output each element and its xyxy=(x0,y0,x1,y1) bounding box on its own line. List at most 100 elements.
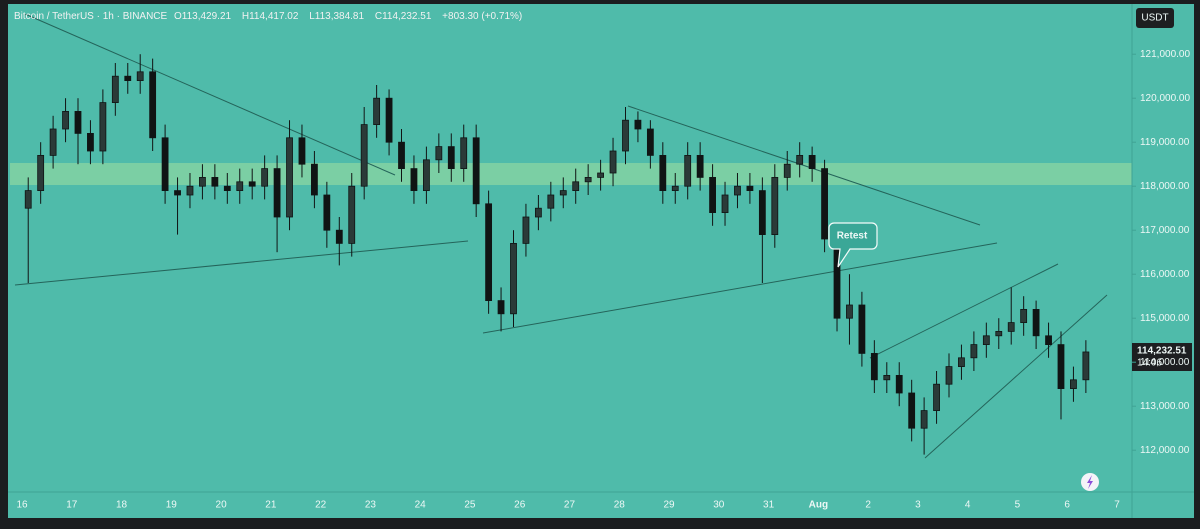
candle-body xyxy=(908,392,916,429)
candle-body xyxy=(360,124,368,187)
candle-body xyxy=(111,75,119,103)
x-tick-label: 17 xyxy=(66,500,78,511)
ohlc-value: 114,232.51 xyxy=(382,11,432,22)
candle-body xyxy=(435,146,443,161)
candle-body xyxy=(149,71,157,139)
last-price: 114,232.51 xyxy=(1137,346,1187,357)
candle-body xyxy=(174,190,181,196)
candle-body xyxy=(236,181,244,192)
candle-body xyxy=(958,357,965,367)
x-tick-label: 25 xyxy=(464,500,476,511)
candle-body xyxy=(311,163,318,196)
flash-icon xyxy=(1087,475,1093,489)
candle-body xyxy=(796,154,804,165)
x-tick-label: 6 xyxy=(1064,500,1070,511)
callout xyxy=(828,222,878,268)
x-tick-label: Aug xyxy=(809,500,828,511)
chart-background xyxy=(8,4,1194,518)
x-tick-label: 30 xyxy=(713,500,725,511)
candle-body xyxy=(335,229,343,244)
candle-body xyxy=(534,207,542,218)
candle-body xyxy=(472,137,480,205)
candle-body xyxy=(223,185,231,191)
y-tick-label: 115,000.00 xyxy=(1140,313,1190,324)
candle-body xyxy=(1045,335,1052,345)
symbol: Bitcoin / TetherUS · 1h · BINANCE xyxy=(14,11,168,22)
trendline xyxy=(869,263,1059,359)
y-tick-label: 120,000.00 xyxy=(1140,93,1190,104)
y-tick-label: 116,000.00 xyxy=(1140,269,1190,280)
candle-body xyxy=(460,137,468,170)
candle-body xyxy=(447,146,455,170)
currency[interactable]: USDT xyxy=(1141,13,1168,24)
trendlines xyxy=(14,13,1108,459)
x-tick-label: 18 xyxy=(116,500,128,511)
x-tick-label: 5 xyxy=(1015,500,1021,511)
candle-body xyxy=(622,119,629,152)
candle-body xyxy=(323,194,331,231)
x-tick-label: 2 xyxy=(865,500,871,511)
candle-body xyxy=(970,344,978,359)
ohlc: O113,429.21 xyxy=(174,11,235,22)
y-tick-label: 118,000.00 xyxy=(1140,181,1190,192)
countdown: 14:06 xyxy=(1137,358,1162,369)
change: +803.30 (+0.71%) xyxy=(442,11,523,22)
y-tick-label: 112,000.00 xyxy=(1140,445,1190,456)
y-tick-label: 121,000.00 xyxy=(1140,49,1190,60)
candle-body xyxy=(945,366,953,385)
candle-body xyxy=(833,238,841,319)
trendline xyxy=(14,240,469,286)
candle-body xyxy=(1057,344,1065,390)
ohlc-value: 113,429.21 xyxy=(181,11,232,22)
candle-body xyxy=(982,335,990,345)
x-tick-label: 29 xyxy=(663,500,675,511)
candle-body xyxy=(572,181,580,192)
x-tick-label: 19 xyxy=(166,500,178,511)
candle-body xyxy=(646,128,654,156)
x-tick-label: 21 xyxy=(265,500,277,511)
ohlc-key: O xyxy=(173,11,182,22)
candle-body xyxy=(87,132,94,152)
candle-body xyxy=(858,304,866,354)
y-tick-label: 119,000.00 xyxy=(1140,137,1190,148)
candle-body xyxy=(721,194,729,214)
candle-body xyxy=(49,128,57,156)
x-tick-label: 4 xyxy=(965,500,971,511)
last-price-box xyxy=(1132,343,1192,371)
x-tick-label: 20 xyxy=(216,500,228,511)
x-tick-label: 31 xyxy=(763,500,775,511)
candle-body xyxy=(895,374,903,394)
candle-body xyxy=(510,242,517,315)
resistance-zone xyxy=(10,163,1132,185)
candle-body xyxy=(609,150,617,174)
candle-body xyxy=(261,168,269,187)
candle-body xyxy=(1082,351,1090,381)
candle-body xyxy=(684,154,692,187)
ohlc-key: L xyxy=(309,11,315,22)
x-tick-label: 16 xyxy=(16,500,28,511)
annotation: Retest xyxy=(837,231,868,242)
y-tick-label: 117,000.00 xyxy=(1140,225,1190,236)
candles xyxy=(24,54,1090,455)
candle-body xyxy=(659,154,667,191)
x-tick-label: 22 xyxy=(315,500,327,511)
currency-box[interactable] xyxy=(1136,8,1174,28)
candle-body xyxy=(522,216,530,244)
candle-body xyxy=(1020,308,1028,323)
candle-body xyxy=(671,185,679,191)
symbol-header: Bitcoin / TetherUS · 1h · BINANCE O113,4… xyxy=(14,11,526,22)
x-tick-label: 23 xyxy=(365,500,377,511)
candle-body xyxy=(846,304,853,319)
candle-body xyxy=(758,190,766,236)
trendline xyxy=(24,13,396,176)
candle-body xyxy=(211,176,219,187)
candle-body xyxy=(298,137,306,165)
trendline xyxy=(627,105,981,226)
candle-body xyxy=(273,168,281,218)
candle-body xyxy=(709,176,716,213)
candle-body xyxy=(248,181,256,187)
trendline xyxy=(924,294,1108,459)
ohlc-key: H xyxy=(241,11,250,22)
candle-body xyxy=(385,97,393,143)
